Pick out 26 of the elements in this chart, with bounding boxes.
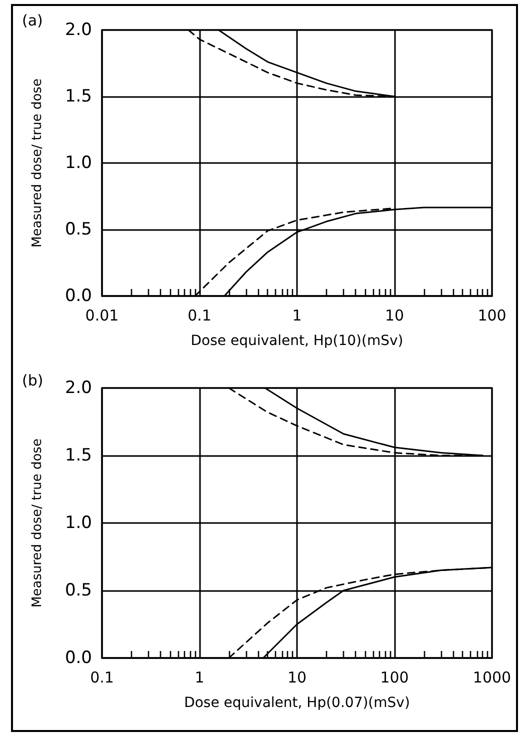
y-tick-label: 0.5 (64, 580, 92, 600)
chart-title: (b) (22, 372, 44, 390)
chart-title: (a) (22, 12, 43, 30)
y-tick-label: 2.0 (64, 20, 92, 40)
y-tick-label: 2.0 (64, 378, 92, 398)
x-tick-label: 10 (384, 306, 404, 324)
x-tick-label: 0.1 (90, 668, 114, 686)
y-tick-label: 0.0 (64, 648, 92, 668)
y-tick-label: 0.0 (64, 286, 92, 306)
y-tick-label: 1.0 (64, 153, 92, 173)
y-tick-label: 1.5 (64, 446, 92, 466)
x-tick-label: 0.1 (188, 306, 212, 324)
x-tick-label: 1000 (472, 668, 512, 686)
y-tick-label: 1.0 (64, 513, 92, 533)
x-tick-label: 0.01 (85, 306, 119, 324)
x-axis-title: Dose equivalent, Hp(10)(mSv) (190, 333, 404, 349)
x-axis-title: Dose equivalent, Hp(0.07)(mSv) (184, 695, 410, 711)
x-tick-label: 100 (380, 668, 409, 686)
y-tick-label: 0.5 (64, 220, 92, 240)
y-tick-label: 1.5 (64, 86, 92, 106)
x-tick-label: 100 (478, 306, 506, 324)
y-axis-title: Measured dose/ true dose (30, 78, 45, 248)
x-tick-label: 1 (292, 306, 302, 324)
y-axis-title: Measured dose/ true dose (30, 438, 45, 608)
x-tick-label: 1 (194, 668, 204, 686)
x-tick-label: 10 (287, 668, 307, 686)
